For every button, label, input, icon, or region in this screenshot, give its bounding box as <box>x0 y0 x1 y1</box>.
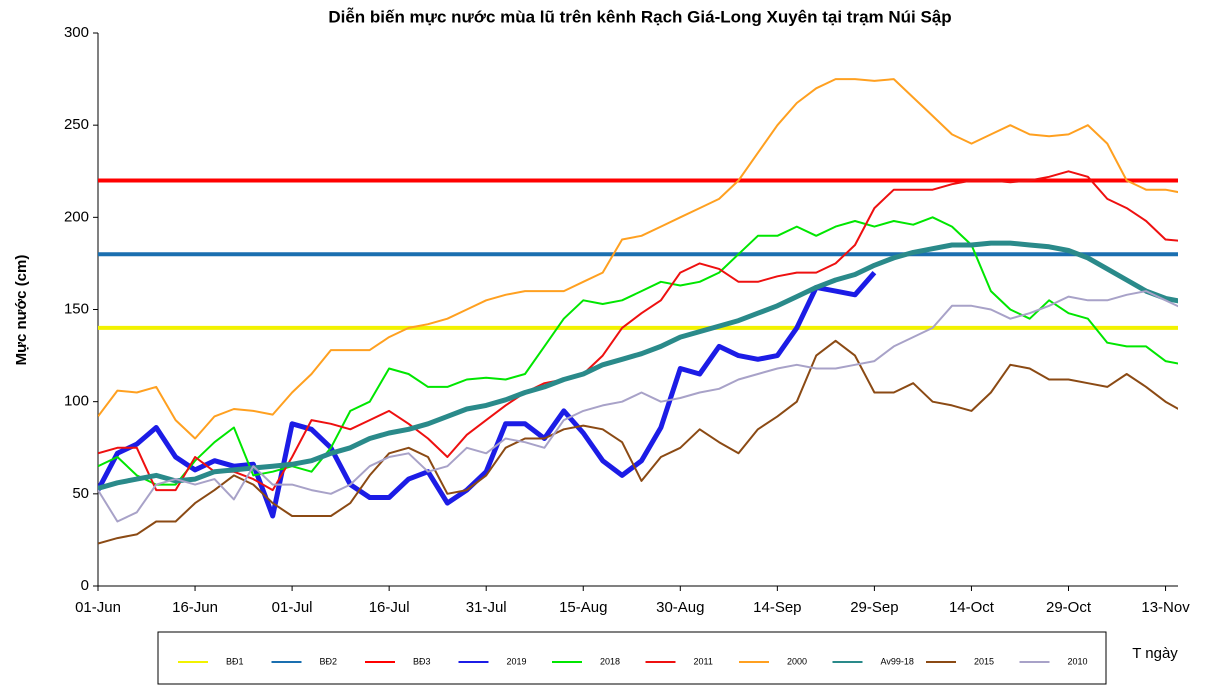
legend-label: 2011 <box>694 656 713 666</box>
y-tick-label: 150 <box>64 300 89 317</box>
x-tick-label: 01-Jul <box>272 599 313 616</box>
x-tick-label: 14-Oct <box>949 599 995 616</box>
series-line <box>98 170 1178 492</box>
x-tick-label: 01-Jun <box>75 599 121 616</box>
series-line <box>98 240 1178 491</box>
x-tick-label: 30-Aug <box>656 599 704 616</box>
x-tick-label: 31-Jul <box>466 599 507 616</box>
series-line <box>98 339 1178 545</box>
series-line <box>98 78 1178 440</box>
legend-label: BĐ2 <box>320 656 338 666</box>
plot-area <box>98 78 1178 545</box>
legend-label: BĐ3 <box>413 656 431 666</box>
series-line <box>98 270 877 519</box>
legend-label: 2019 <box>507 656 527 666</box>
x-tick-label: 16-Jun <box>172 599 218 616</box>
legend-label: BĐ1 <box>226 656 244 666</box>
x-tick-label: 13-Nov <box>1141 599 1190 616</box>
legend-label: 2000 <box>787 656 807 666</box>
y-tick-label: 50 <box>72 485 89 502</box>
legend-box <box>157 631 1107 685</box>
chart-title: Diễn biến mực nước mùa lũ trên kênh Rạch… <box>328 7 951 26</box>
y-tick-label: 0 <box>81 577 89 594</box>
x-tick-label: 16-Jul <box>369 599 410 616</box>
legend-label: Av99-18 <box>881 656 914 666</box>
legend-label: 2018 <box>600 656 620 666</box>
x-tick-label: 29-Oct <box>1046 599 1092 616</box>
series-line <box>98 216 1178 486</box>
y-tick-label: 250 <box>64 116 89 133</box>
x-axis-label: T ngày <box>1132 645 1178 662</box>
series-line <box>98 290 1178 523</box>
y-tick-label: 300 <box>64 24 89 41</box>
legend-label: 2010 <box>1068 656 1088 666</box>
y-tick-label: 100 <box>64 393 89 410</box>
x-tick-label: 14-Sep <box>753 599 801 616</box>
x-tick-label: 15-Aug <box>559 599 607 616</box>
x-tick-label: 29-Sep <box>850 599 898 616</box>
legend-label: 2015 <box>974 656 994 666</box>
y-tick-label: 200 <box>64 208 89 225</box>
y-axis-label: Mực nước (cm) <box>13 255 30 366</box>
